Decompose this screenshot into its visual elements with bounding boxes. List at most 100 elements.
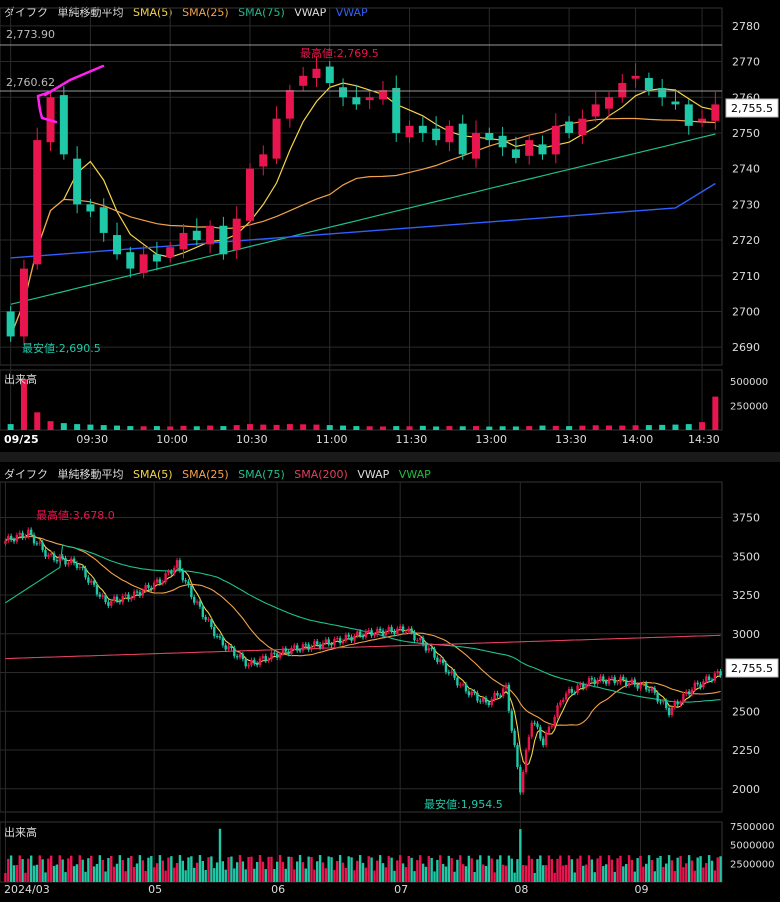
volume-bar <box>513 872 516 882</box>
candle-body <box>115 596 119 601</box>
candle-body <box>633 679 636 685</box>
volume-bar <box>539 425 546 430</box>
candle-body <box>272 118 281 159</box>
candle-body <box>241 654 245 660</box>
daily-chart-panel[interactable]: ダイフク 単純移動平均 SMA(5) SMA(25) SMA(75) SMA(2… <box>0 462 780 902</box>
volume-bar <box>512 426 519 430</box>
volume-bar <box>566 426 573 430</box>
candle-body <box>530 722 533 737</box>
volume-bar <box>101 859 104 882</box>
candle-body <box>544 732 548 746</box>
x-tick-label: 11:30 <box>396 433 428 446</box>
volume-bar <box>350 857 353 882</box>
x-tick-label: 11:00 <box>316 433 348 446</box>
volume-bar <box>501 864 505 882</box>
candle-body <box>221 637 225 646</box>
sma75-line <box>5 544 721 703</box>
volume-bar <box>144 870 147 882</box>
candle-body <box>104 595 107 603</box>
volume-bar <box>324 868 328 882</box>
volume-bar <box>264 869 267 882</box>
candle-body <box>353 635 356 641</box>
candle-body <box>73 158 82 205</box>
volume-bar <box>173 867 176 882</box>
volume-bar <box>284 868 287 882</box>
legend-title: 単純移動平均 <box>57 468 124 481</box>
candle-body <box>130 597 133 600</box>
candle-body <box>392 87 401 133</box>
candle-body <box>682 694 685 703</box>
volume-bar <box>406 426 413 430</box>
annotation-arrow-pen <box>36 64 105 124</box>
volume-bar <box>4 873 7 882</box>
volume-bar <box>338 855 342 882</box>
volume-bar <box>158 855 162 882</box>
candle-body <box>147 584 150 588</box>
volume-bar <box>393 870 396 882</box>
candle-body <box>659 701 662 703</box>
candle-body <box>316 641 319 645</box>
candle-body <box>347 634 350 637</box>
volume-bar <box>241 861 245 882</box>
candle-body <box>18 532 21 535</box>
candle-body <box>78 567 82 569</box>
candle-body <box>158 579 162 584</box>
candle-body <box>98 594 102 597</box>
candle-body <box>90 580 93 583</box>
candle-body <box>67 562 70 565</box>
candle-body <box>479 700 482 702</box>
volume-bar <box>582 865 585 882</box>
candle-body <box>358 631 362 636</box>
volume-bar <box>379 426 386 430</box>
candle-body <box>418 125 427 133</box>
vwap-line <box>10 182 716 259</box>
intraday-legend: ダイフク 単純移動平均 SMA(5) SMA(25) SMA(75) VWAP … <box>4 4 374 20</box>
candle-body <box>227 646 230 650</box>
candle-body <box>390 627 393 632</box>
volume-bar <box>78 855 82 882</box>
candle-body <box>430 648 433 650</box>
volume-bar <box>493 872 496 882</box>
candle-body <box>487 702 491 706</box>
volume-bar <box>510 858 513 882</box>
volume-bar <box>685 863 688 882</box>
candle-body <box>565 121 574 133</box>
candle-body <box>138 592 142 596</box>
volume-bar <box>696 857 699 882</box>
candle-body <box>665 700 668 708</box>
candle-body <box>421 637 425 645</box>
candle-body <box>567 688 571 694</box>
volume-bar <box>110 855 113 882</box>
legend-sma25: SMA(25) <box>182 6 229 19</box>
candle-body <box>224 645 227 650</box>
volume-bar <box>100 425 107 430</box>
candle-body <box>702 681 705 688</box>
volume-bar <box>605 425 612 430</box>
volume-bar <box>596 858 599 882</box>
volume-bar <box>547 855 551 882</box>
y-tick-label: 2770 <box>732 56 760 69</box>
candle-body <box>70 558 73 563</box>
volume-bar <box>616 858 619 882</box>
volume-bar <box>419 425 426 430</box>
candle-body <box>313 641 316 647</box>
volume-bar <box>64 872 67 882</box>
low-marker-label: 最安値:1,954.5 <box>424 797 503 811</box>
intraday-chart-panel[interactable]: ダイフク 単純移動平均 SMA(5) SMA(25) SMA(75) VWAP … <box>0 0 780 452</box>
volume-bar <box>579 855 582 882</box>
candle-body <box>9 535 13 540</box>
candle-body <box>710 680 714 682</box>
volume-bar <box>719 856 722 882</box>
volume-bar <box>164 870 167 882</box>
volume-label: 出来高 <box>4 372 37 386</box>
candle-body <box>405 125 414 138</box>
candle-body <box>330 644 333 646</box>
candle-body <box>627 682 631 686</box>
volume-bar <box>204 869 207 882</box>
candle-body <box>235 656 239 658</box>
volume-bar <box>693 870 697 882</box>
volume-bar <box>147 857 150 882</box>
volume-bar <box>87 858 90 882</box>
candle-body <box>684 104 693 126</box>
volume-bar <box>499 855 502 882</box>
